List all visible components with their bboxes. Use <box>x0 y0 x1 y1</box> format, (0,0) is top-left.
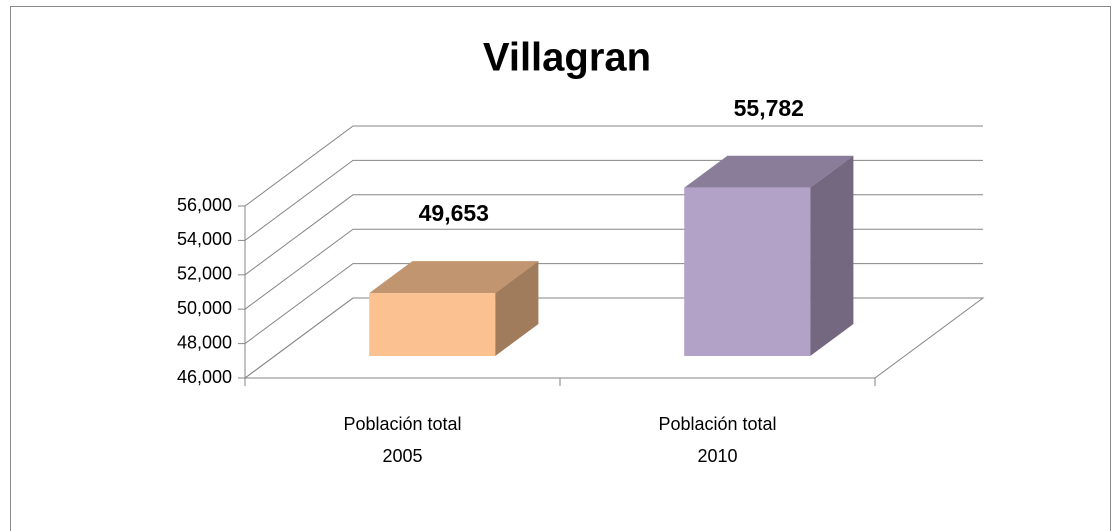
bar-side <box>495 261 539 356</box>
grid-line <box>244 125 983 207</box>
y-tick-label: 52,000 <box>177 264 232 284</box>
bar <box>684 187 811 356</box>
y-tick-label: 54,000 <box>177 229 232 249</box>
data-label: 55,782 <box>734 95 804 121</box>
y-tick-label: 56,000 <box>177 195 232 215</box>
x-tick-label: Población total 2005 <box>343 414 462 466</box>
bar-top <box>684 155 854 188</box>
bar-top <box>369 261 539 294</box>
chart-frame <box>10 6 1111 531</box>
chart-title: Villagran <box>483 36 651 80</box>
bar <box>369 293 496 356</box>
bar-side <box>810 155 854 356</box>
x-tick-label: Población total 2010 <box>658 414 777 466</box>
y-tick-label: 50,000 <box>177 298 232 318</box>
data-label: 49,653 <box>419 200 489 226</box>
y-tick-label: 46,000 <box>177 367 232 387</box>
y-tick-label: 48,000 <box>177 332 232 352</box>
